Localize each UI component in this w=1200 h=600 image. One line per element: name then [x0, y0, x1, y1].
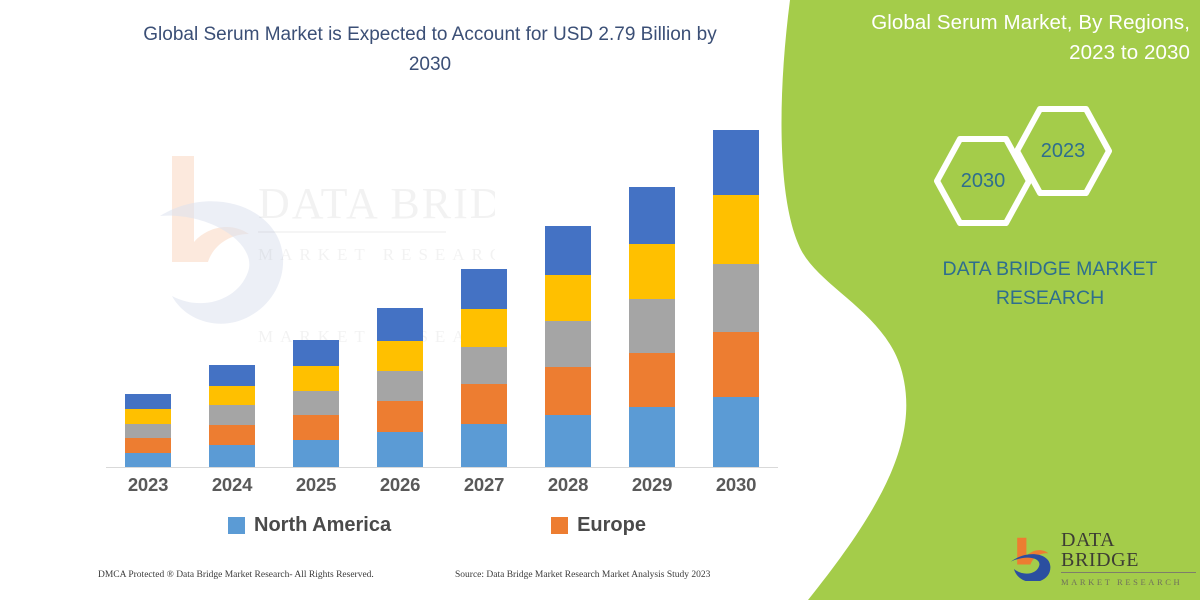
- chart-legend: North America Europe: [106, 508, 778, 542]
- bar-segment-2025-north-america: [293, 439, 339, 467]
- footer-copyright: DMCA Protected ® Data Bridge Market Rese…: [98, 570, 374, 580]
- bar-segment-2027-europe: [461, 384, 507, 424]
- bar-segment-2024-europe: [209, 424, 255, 446]
- bar-segment-2025-asia-pacific: [293, 390, 339, 415]
- bar-segment-2028-asia-pacific: [545, 321, 591, 367]
- hexagon-badge-2023: 2023: [1013, 105, 1113, 197]
- x-axis-line: [106, 467, 778, 468]
- bar-segment-2027-middle-east-and-africa: [461, 269, 507, 310]
- x-tick-2024: 2024: [211, 474, 253, 495]
- x-axis-labels: 2023 2024 2025 2026 2027 2028 2029 2030: [106, 474, 778, 500]
- bar-segment-2026-middle-east-and-africa: [377, 308, 423, 341]
- bar-segment-2025-europe: [293, 414, 339, 440]
- bar-segment-2023-europe: [125, 437, 171, 453]
- bar-2028[interactable]: [545, 225, 591, 467]
- brand-logo-subtitle: MARKET RESEARCH: [1061, 576, 1183, 587]
- bar-segment-2028-south-america: [545, 274, 591, 322]
- bar-2027[interactable]: [461, 269, 507, 467]
- bar-segment-2025-south-america: [293, 365, 339, 391]
- bar-segment-2027-north-america: [461, 423, 507, 467]
- bar-segment-2030-asia-pacific: [713, 263, 759, 333]
- data-bridge-logo-icon: [1010, 537, 1051, 581]
- bar-segment-2029-south-america: [629, 244, 675, 299]
- bar-segment-2026-asia-pacific: [377, 371, 423, 401]
- bar-segment-2023-north-america: [125, 452, 171, 467]
- brand-logo-title: DATA BRIDGE: [1061, 530, 1196, 573]
- legend-label-north-america: North America: [254, 513, 392, 536]
- bar-segment-2029-europe: [629, 352, 675, 408]
- bar-2030[interactable]: [713, 130, 759, 467]
- brand-logo: DATA BRIDGE MARKET RESEARCH: [1008, 530, 1196, 587]
- brand-logo-text: DATA BRIDGE MARKET RESEARCH: [1061, 528, 1196, 589]
- bar-group: [106, 130, 778, 467]
- bar-segment-2025-middle-east-and-africa: [293, 339, 339, 366]
- hexagon-badge-2030-label: 2030: [960, 169, 1006, 192]
- bar-segment-2026-europe: [377, 400, 423, 433]
- panel-heading: Global Serum Market, By Regions, 2023 to…: [871, 11, 1190, 64]
- bar-segment-2024-middle-east-and-africa: [209, 364, 255, 386]
- x-tick-2026: 2026: [379, 474, 421, 495]
- footer: DMCA Protected ® Data Bridge Market Rese…: [0, 566, 780, 590]
- x-tick-2027: 2027: [463, 474, 505, 495]
- hexagon-badge-2030: 2030: [933, 135, 1033, 227]
- footer-source: Source: Data Bridge Market Research Mark…: [455, 570, 711, 580]
- bar-segment-2028-europe: [545, 367, 591, 415]
- bar-segment-2023-middle-east-and-africa: [125, 394, 171, 410]
- bar-segment-2030-north-america: [713, 397, 759, 467]
- legend-swatch-europe: [551, 516, 569, 534]
- page-title: Global Serum Market is Expected to Accou…: [143, 24, 717, 75]
- legend-item-europe[interactable]: Europe: [551, 514, 646, 537]
- bar-2025[interactable]: [293, 339, 339, 467]
- bar-segment-2029-north-america: [629, 407, 675, 467]
- x-tick-2029: 2029: [631, 474, 673, 495]
- bar-segment-2028-middle-east-and-africa: [545, 225, 591, 275]
- x-tick-2023: 2023: [127, 474, 169, 495]
- bar-segment-2030-south-america: [713, 195, 759, 264]
- bar-segment-2027-south-america: [461, 309, 507, 348]
- bar-chart-plot: [106, 130, 778, 468]
- bar-2026[interactable]: [377, 308, 423, 467]
- bar-2029[interactable]: [629, 186, 675, 467]
- legend-item-north-america[interactable]: North America: [228, 514, 391, 537]
- bar-segment-2024-north-america: [209, 445, 255, 467]
- bar-segment-2024-asia-pacific: [209, 405, 255, 425]
- bar-segment-2024-south-america: [209, 385, 255, 406]
- bar-segment-2030-middle-east-and-africa: [713, 130, 759, 196]
- hexagon-badges: 2030 2023: [925, 105, 1115, 230]
- hexagon-badge-2023-label: 2023: [1040, 139, 1086, 162]
- bar-segment-2026-north-america: [377, 432, 423, 467]
- bar-segment-2028-north-america: [545, 414, 591, 467]
- bar-segment-2026-south-america: [377, 340, 423, 372]
- panel-brand-text: DATA BRIDGE MARKET RESEARCH: [942, 258, 1158, 309]
- legend-label-europe: Europe: [577, 513, 646, 536]
- bar-2024[interactable]: [209, 364, 255, 467]
- bar-segment-2029-asia-pacific: [629, 298, 675, 353]
- bar-2023[interactable]: [125, 394, 171, 467]
- legend-swatch-north-america: [228, 516, 245, 534]
- bar-segment-2023-asia-pacific: [125, 423, 171, 438]
- green-side-panel: [770, 0, 1200, 600]
- x-tick-2025: 2025: [295, 474, 337, 495]
- bar-segment-2030-europe: [713, 332, 759, 398]
- bar-segment-2027-asia-pacific: [461, 347, 507, 385]
- x-tick-2028: 2028: [547, 474, 589, 495]
- bar-segment-2029-middle-east-and-africa: [629, 186, 675, 245]
- x-tick-2030: 2030: [715, 474, 757, 495]
- bar-segment-2023-south-america: [125, 409, 171, 424]
